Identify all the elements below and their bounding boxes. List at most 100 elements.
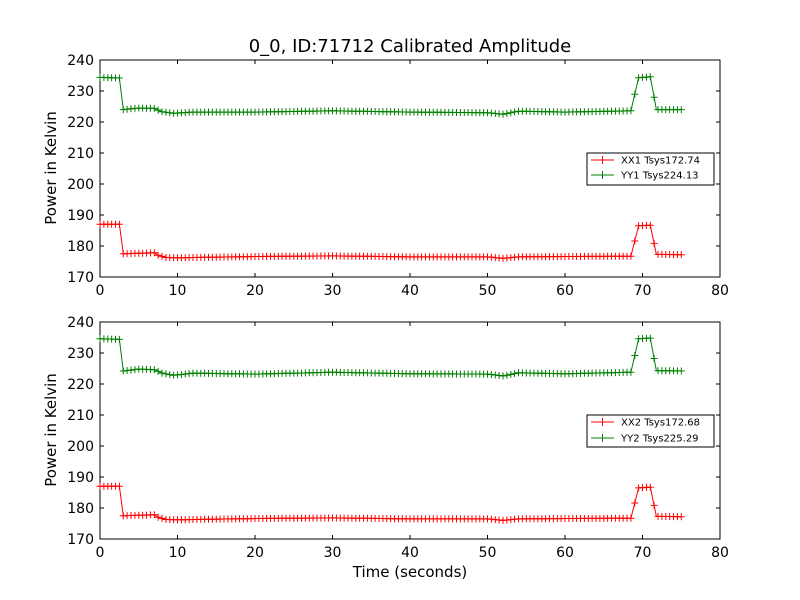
top-series-0-marker [150,249,158,257]
bottom-series-0-marker [677,513,685,521]
bottom-series-0-marker [646,483,654,491]
bottom-y-tick-label: 180 [67,501,94,517]
bottom-y-tick-label: 230 [67,346,94,362]
bottom-x-tick-label: 30 [324,545,342,561]
bottom-x-tick-label: 60 [556,545,574,561]
top-x-tick-label: 60 [556,283,574,299]
bottom-x-tick-label: 80 [711,545,729,561]
top-series-1-marker [631,90,639,98]
legend-marker-yy1 [598,171,607,179]
bottom-y-tick-label: 240 [67,315,94,331]
top-series-1-marker [627,107,635,115]
top-panel: 0 10 20 30 40 50 60 70 80 170 180 190 200 210 220 230 24… [42,53,729,299]
bottom-y-tick-label: 170 [67,532,94,548]
bottom-x-tick-label: 50 [479,545,497,561]
bottom-series-1-marker [677,367,685,375]
legend-label-yy1: YY1 Tsys224.13 [620,171,699,182]
bottom-y-axis-label: Power in Kelvin [42,373,60,487]
chart-title: 0_0, ID:71712 Calibrated Amplitude [249,36,572,57]
bottom-legend-box [586,414,715,448]
top-x-tick-label: 30 [324,283,342,299]
legend-label-xx1: XX1 Tsys172.74 [621,156,700,167]
top-x-tick-label: 80 [711,283,729,299]
top-series-1-marker [650,93,658,101]
top-series-0-marker [115,220,123,228]
bottom-x-tick-label: 0 [96,545,105,561]
legend-marker-yy2 [598,434,607,442]
bottom-series-0-marker [158,514,166,522]
top-y-tick-label: 190 [67,208,94,224]
bottom-x-tick-label: 20 [246,545,264,561]
top-x-tick-label: 50 [479,283,497,299]
bottom-series-1-marker [507,370,515,378]
bottom-series-0-marker [627,514,635,522]
top-y-tick-label: 210 [67,146,94,162]
top-series-0-marker [677,251,685,259]
top-y-axis-label: Power in Kelvin [42,111,60,225]
bottom-y-tick-label: 220 [67,377,94,393]
bottom-series-1-marker [627,368,635,376]
top-y-tick-label: 170 [67,270,94,286]
bottom-series-1-marker [646,334,654,342]
top-series-1-marker [115,74,123,82]
top-series-1-marker [507,109,515,117]
bottom-series-1-marker [511,370,519,378]
bottom-series-1-marker [499,372,507,380]
top-series-1-marker [646,73,654,81]
legend-label-yy2: YY2 Tsys225.29 [620,434,699,445]
top-x-tick-label: 70 [634,283,652,299]
bottom-series-1-marker [150,366,158,374]
bottom-y-tick-label: 190 [67,470,94,486]
bottom-series-1-marker [631,352,639,359]
top-y-tick-label: 230 [67,84,94,100]
top-series-1-marker [154,106,162,114]
legend-marker-xx1 [598,156,607,164]
top-y-tick-label: 200 [67,177,94,193]
bottom-series-0-marker [631,499,639,507]
bottom-panel: 0 10 20 30 40 50 60 70 80 170 180 190 200 210 220 230 24… [42,315,729,581]
top-series-0-marker [631,237,639,245]
top-legend-box [586,152,715,186]
bottom-x-tick-label: 70 [634,545,652,561]
top-y-tick-label: 240 [67,53,94,69]
bottom-x-tick-label: 10 [169,545,187,561]
top-series-1-marker [150,104,158,112]
bottom-series-1-marker [650,355,658,362]
bottom-series [96,334,685,524]
top-series [96,73,685,262]
top-y-tick-label: 180 [67,239,94,255]
bottom-x-tick-label: 40 [401,545,419,561]
top-series-0-marker [158,252,166,260]
bottom-series-1-marker [503,371,511,379]
legend-marker-xx2 [598,418,607,426]
top-series-0-marker [646,221,654,229]
bottom-series-0-marker [154,513,162,521]
bottom-series-1-marker [166,371,174,379]
bottom-legend: XX2 Tsys172.68 YY2 Tsys225.29 [586,414,715,448]
bottom-y-tick-label: 200 [67,439,94,455]
bottom-y-tick-label: 210 [67,408,94,424]
top-x-tick-label: 10 [169,283,187,299]
top-series-1-marker [677,106,685,114]
top-series-0-marker [650,239,658,247]
bottom-series-0-marker [115,482,123,490]
bottom-series-1-marker [154,367,162,375]
top-series-0-marker [627,252,635,260]
x-axis-label: Time (seconds) [352,563,468,581]
top-x-tick-label: 20 [246,283,264,299]
top-ticks: 0 10 20 30 40 50 60 70 80 170 180 190 200 210 220 230 24… [67,53,729,299]
top-series-0-marker [154,251,162,259]
bottom-series-0-marker [650,501,658,509]
top-series-1-marker [511,108,519,116]
bottom-series-1-marker [158,369,166,377]
bottom-ticks: 0 10 20 30 40 50 60 70 80 170 180 190 200 210 220 230 24… [67,315,729,561]
bottom-series-0-marker [150,511,158,519]
top-series-1-marker [499,110,507,118]
top-x-tick-label: 40 [401,283,419,299]
top-y-tick-label: 220 [67,115,94,131]
legend-label-xx2: XX2 Tsys172.68 [621,418,700,429]
bottom-series-1-marker [115,335,123,343]
top-series-1-marker [503,110,511,117]
top-x-tick-label: 0 [96,283,105,299]
